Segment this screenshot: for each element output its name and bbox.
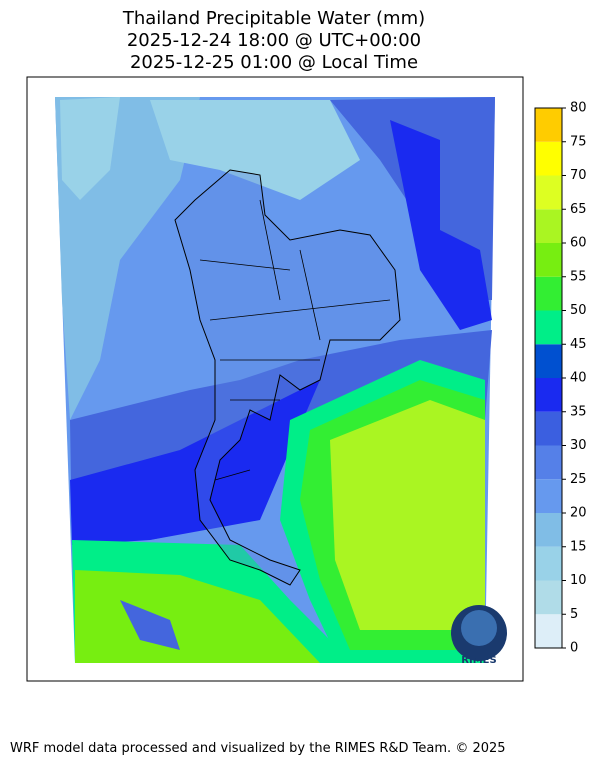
colorbar-tick-label: 45: [570, 337, 587, 352]
colorbar-tick-label: 25: [570, 472, 587, 487]
logo: RIMES: [451, 605, 507, 666]
footer: WRF model data processed and visualized …: [10, 741, 506, 756]
colorbar-tick-label: 15: [570, 539, 587, 554]
colorbar-bin: [535, 243, 562, 277]
colorbar-bin: [535, 614, 562, 648]
colorbar-bin: [535, 445, 562, 480]
title-line: 2025-12-25 01:00 @ Local Time: [130, 52, 418, 73]
colorbar-tick-label: 10: [570, 573, 587, 588]
colorbar-tick-label: 40: [570, 371, 587, 386]
title-line: Thailand Precipitable Water (mm): [122, 8, 425, 29]
colorbar-bin: [535, 479, 562, 513]
colorbar-bin: [535, 141, 562, 176]
colorbar: 0 5 10 15 20 25 30 35 40 45 50 55 60 65 70 75 80: [534, 101, 587, 656]
colorbar-bin: [535, 580, 562, 615]
colorbar-tick-label: 30: [570, 438, 587, 453]
colorbar-tick-label: 20: [570, 506, 587, 521]
colorbar-bin: [535, 513, 562, 547]
colorbar-tick-label: 70: [570, 168, 587, 183]
colorbar-bin: [535, 209, 562, 243]
colorbar-bin: [535, 310, 562, 345]
colorbar-bin: [535, 411, 562, 446]
logo-text: RIMES: [461, 655, 496, 666]
colorbar-tick-label: 50: [570, 303, 587, 318]
colorbar-bin: [535, 378, 562, 412]
colorbar-tick-label: 65: [570, 202, 587, 217]
colorbar-tick-label: 0: [570, 641, 578, 656]
colorbar-bin: [535, 276, 562, 311]
colorbar-tick-label: 5: [570, 607, 578, 622]
province-borders: [199, 199, 391, 481]
map-field: [55, 97, 495, 663]
colorbar-tick-label: 60: [570, 236, 587, 251]
colorbar-tick-label: 55: [570, 269, 587, 284]
country-outline: [174, 169, 401, 586]
colorbar-bin: [535, 175, 562, 210]
colorbar-tick-label: 35: [570, 404, 587, 419]
colorbar-bin: [535, 344, 562, 378]
colorbar-bin: [535, 546, 562, 581]
colorbar-tick-label: 75: [570, 134, 587, 149]
title-line: 2025-12-24 18:00 @ UTC+00:00: [127, 30, 421, 51]
colorbar-tick-label: 80: [570, 101, 587, 116]
colorbar-bin: [535, 108, 562, 142]
